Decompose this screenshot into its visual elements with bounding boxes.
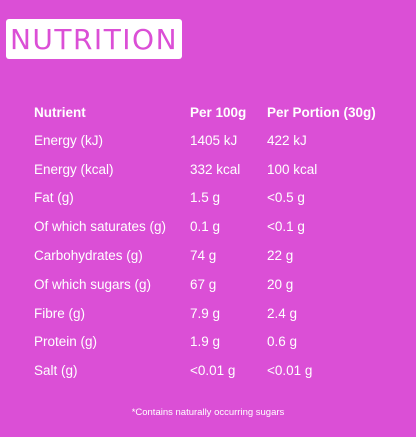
table-row: Energy (kcal) 332 kcal 100 kcal <box>34 155 397 184</box>
per-portion-cell: 2.4 g <box>267 305 298 321</box>
per-100g-cell: 1405 kJ <box>190 132 238 148</box>
table-row: Protein (g) 1.9 g 0.6 g <box>34 328 397 357</box>
per-portion-cell: 100 kcal <box>267 161 318 177</box>
per-portion-cell: 22 g <box>267 248 294 264</box>
nutrient-cell: Salt (g) <box>34 363 78 379</box>
per-portion-cell: <0.1 g <box>267 219 305 235</box>
nutrient-cell: Fibre (g) <box>34 305 86 321</box>
nutrient-cell: Of which saturates (g) <box>34 219 167 235</box>
per-100g-cell: 332 kcal <box>190 161 241 177</box>
per-portion-cell: <0.01 g <box>267 363 313 379</box>
table-header-row: Nutrient Per 100g Per Portion (30g) <box>34 98 397 126</box>
footnote: *Contains naturally occurring sugars <box>131 407 285 418</box>
table-row: Carbohydrates (g) 74 g 22 g <box>34 241 397 270</box>
nutrient-cell: Of which sugars (g) <box>34 276 152 292</box>
per-portion-cell: 0.6 g <box>267 334 298 350</box>
nutrient-cell: Protein (g) <box>34 334 98 350</box>
per-100g-cell: <0.01 g <box>190 363 236 379</box>
table-row: Fibre (g) 7.9 g 2.4 g <box>34 299 397 328</box>
per-100g-cell: 67 g <box>190 276 217 292</box>
nutrient-cell: Carbohydrates (g) <box>34 248 143 264</box>
page-title: NUTRITION <box>9 22 179 56</box>
table-row: Of which saturates (g) 0.1 g <0.1 g <box>34 212 397 241</box>
per-100g-cell: 74 g <box>190 248 217 264</box>
per-portion-cell: 20 g <box>267 276 294 292</box>
nutrient-cell: Energy (kJ) <box>34 132 104 148</box>
table-row: Fat (g) 1.5 g <0.5 g <box>34 184 397 213</box>
header-nutrient: Nutrient <box>34 104 86 120</box>
per-portion-cell: 422 kJ <box>267 132 307 148</box>
per-100g-cell: 1.5 g <box>190 190 221 206</box>
per-portion-cell: <0.5 g <box>267 190 305 206</box>
table-row: Energy (kJ) 1405 kJ 422 kJ <box>34 126 397 155</box>
table-row: Of which sugars (g) 67 g 20 g <box>34 270 397 299</box>
per-100g-cell: 7.9 g <box>190 305 221 321</box>
nutrition-table: Nutrient Per 100g Per Portion (30g) Ener… <box>34 98 397 385</box>
per-100g-cell: 0.1 g <box>190 219 221 235</box>
nutrient-cell: Fat (g) <box>34 190 74 206</box>
table-row: Salt (g) <0.01 g <0.01 g <box>34 356 397 385</box>
title-box: NUTRITION <box>6 19 182 59</box>
nutrient-cell: Energy (kcal) <box>34 161 114 177</box>
per-100g-cell: 1.9 g <box>190 334 221 350</box>
header-per-100g: Per 100g <box>190 104 247 120</box>
header-per-portion: Per Portion (30g) <box>267 104 376 120</box>
